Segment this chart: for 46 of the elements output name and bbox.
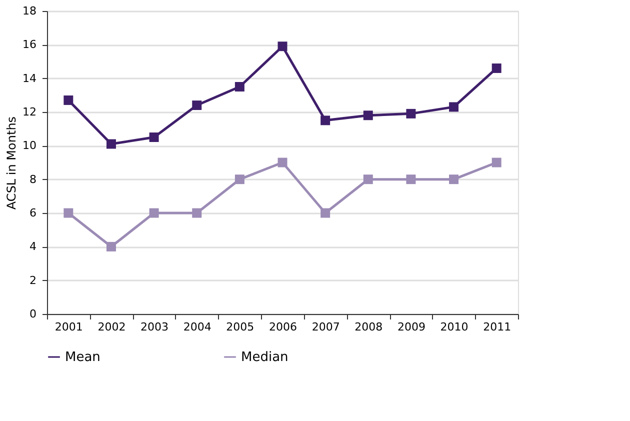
point <box>363 110 373 120</box>
x-tick-label: 2001 <box>54 320 83 334</box>
y-tick-label: 10 <box>22 139 36 152</box>
y-axis-title: ACSL in Months <box>4 116 19 210</box>
x-tick-label: 2003 <box>140 320 169 334</box>
point <box>363 174 373 184</box>
x-tick-label: 2008 <box>354 320 383 334</box>
point <box>449 102 459 112</box>
legend-label: Median <box>241 350 288 365</box>
y-tick-label: 18 <box>22 4 36 18</box>
point <box>320 208 330 218</box>
point <box>492 63 502 73</box>
point <box>234 82 244 92</box>
y-tick-label: 12 <box>22 106 36 118</box>
x-tick-label: 2010 <box>440 320 468 334</box>
point <box>106 242 116 252</box>
x-tick-label: 2005 <box>226 320 254 334</box>
x-tick-label: 2009 <box>397 320 426 334</box>
point <box>149 208 159 218</box>
x-tick-label: 2004 <box>183 320 212 334</box>
point <box>64 208 74 218</box>
y-tick-label: 8 <box>30 172 36 186</box>
point <box>278 158 288 168</box>
point <box>192 100 202 110</box>
y-tick-label: 0 <box>30 308 36 320</box>
point <box>278 42 288 52</box>
y-tick-label: 4 <box>30 240 36 254</box>
point <box>149 132 159 142</box>
point <box>406 174 416 184</box>
y-tick-label: 14 <box>22 72 36 85</box>
y-tick-label: 2 <box>30 274 36 287</box>
point <box>320 116 330 126</box>
y-tick-label: 16 <box>22 38 36 52</box>
y-tick-label: 6 <box>30 206 36 220</box>
legend-label: Mean <box>65 350 100 365</box>
point <box>492 158 502 168</box>
x-tick-label: 2006 <box>269 320 297 334</box>
x-tick-label: 2007 <box>312 320 340 334</box>
point <box>192 208 202 218</box>
x-tick-label: 2011 <box>483 320 512 334</box>
point <box>106 139 116 149</box>
point <box>406 108 416 118</box>
point <box>64 95 74 105</box>
x-tick-label: 2002 <box>98 320 126 334</box>
point <box>449 174 459 184</box>
point <box>234 174 244 184</box>
